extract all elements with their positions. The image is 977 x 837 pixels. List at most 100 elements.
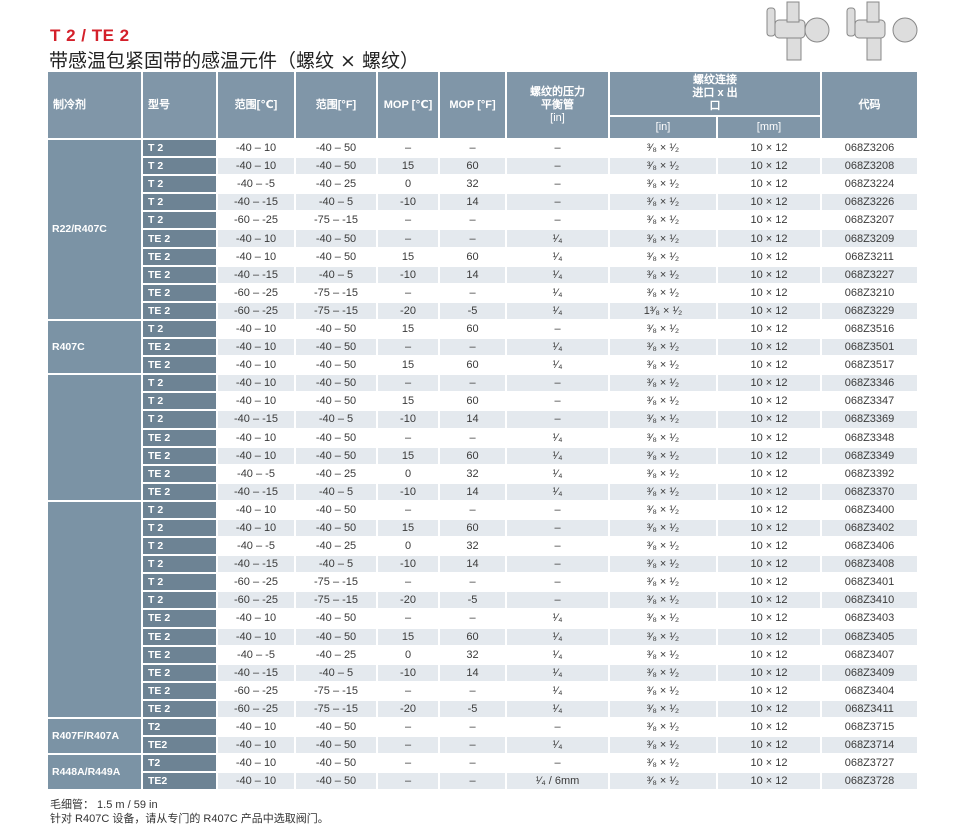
conn-mm-cell: 10 × 12	[718, 140, 823, 159]
conn-in-cell: ³⁄₈ × ¹⁄₂	[610, 429, 718, 448]
mop-c-cell: 0	[378, 176, 440, 195]
code-cell: 068Z3206	[822, 140, 920, 159]
code-cell: 068Z3229	[822, 302, 920, 321]
conn-in-cell: ³⁄₈ × ¹⁄₂	[610, 411, 718, 430]
col-balance: 螺纹的压力平衡管 [in]	[507, 72, 610, 140]
mop-c-cell: –	[378, 737, 440, 756]
balance-cell: ¹⁄₄	[507, 230, 610, 249]
conn-mm-cell: 10 × 12	[718, 610, 823, 629]
range-c-cell: -40 – -15	[218, 266, 296, 285]
balance-cell: ¹⁄₄	[507, 664, 610, 683]
code-cell: 068Z3411	[822, 700, 920, 719]
balance-cell: ¹⁄₄	[507, 737, 610, 756]
col-connection-label: 螺纹连接 进口 x 出口	[692, 74, 738, 112]
code-cell: 068Z3208	[822, 158, 920, 177]
range-f-cell: -40 – 50	[296, 755, 378, 774]
balance-cell: –	[507, 393, 610, 412]
model-cell: TE2	[143, 737, 218, 756]
mop-c-cell: 15	[378, 158, 440, 177]
conn-in-cell: ³⁄₈ × ¹⁄₂	[610, 447, 718, 466]
mop-c-cell: -10	[378, 411, 440, 430]
code-cell: 068Z3349	[822, 447, 920, 466]
mop-f-cell: –	[440, 284, 507, 303]
conn-mm-cell: 10 × 12	[718, 700, 823, 719]
range-c-cell: -40 – 10	[218, 719, 296, 738]
conn-in-cell: ³⁄₈ × ¹⁄₂	[610, 230, 718, 249]
model-cell: T 2	[143, 212, 218, 231]
mop-c-cell: –	[378, 339, 440, 358]
conn-mm-cell: 10 × 12	[718, 284, 823, 303]
conn-mm-cell: 10 × 12	[718, 519, 823, 539]
mop-c-cell: –	[378, 574, 440, 593]
range-f-cell: -40 – 50	[296, 158, 378, 177]
balance-cell: –	[507, 320, 610, 340]
col-conn-in: [in]	[610, 117, 718, 140]
range-c-cell: -40 – 10	[218, 610, 296, 629]
mop-f-cell: -5	[440, 700, 507, 719]
code-cell: 068Z3714	[822, 737, 920, 756]
range-f-cell: -75 – -15	[296, 284, 378, 303]
range-c-cell: -40 – 10	[218, 501, 296, 520]
code-cell: 068Z3501	[822, 339, 920, 358]
mop-c-cell: -10	[378, 194, 440, 213]
mop-f-cell: -5	[440, 302, 507, 321]
code-cell: 068Z3402	[822, 519, 920, 539]
mop-f-cell: 60	[440, 357, 507, 376]
conn-mm-cell: 10 × 12	[718, 664, 823, 683]
mop-c-cell: –	[378, 429, 440, 448]
mop-f-cell: 60	[440, 158, 507, 177]
footnotes: 毛细管： 1.5 m / 59 in 针对 R407C 设备，请从专门的 R40…	[50, 798, 329, 826]
col-mop-c: MOP [℃]	[378, 72, 440, 140]
balance-cell: –	[507, 194, 610, 213]
conn-in-cell: ³⁄₈ × ¹⁄₂	[610, 393, 718, 412]
table-row: R407C T 2 -40 – 10 -40 – 50 15 60– ³⁄₈ × ¹⁄₂ 10…	[48, 320, 920, 376]
table-row: TE 2 -60 – -25 -75 – -15– – ¹⁄₄ ³⁄₈ × ¹⁄₂ 10 ×…	[48, 284, 920, 303]
range-f-cell: -40 – 25	[296, 646, 378, 665]
conn-in-cell: ³⁄₈ × ¹⁄₂	[610, 357, 718, 376]
conn-in-cell: ³⁄₈ × ¹⁄₂	[610, 610, 718, 629]
code-cell: 068Z3346	[822, 375, 920, 394]
table-row: TE 2 -40 – 10 -40 – 50 15 60 ¹⁄₄ ³⁄₈ × ¹⁄₂ 10 ×…	[48, 357, 920, 376]
range-c-cell: -60 – -25	[218, 284, 296, 303]
table-row: TE2 -40 – 10 -40 – 50– – ¹⁄₄ / 6mm ³⁄₈ × ¹⁄₂ 1…	[48, 773, 920, 792]
product-table: 制冷剂 型号 范围[℃] 范围[°F] MOP [℃] MOP [°F] 螺纹的…	[48, 72, 920, 792]
balance-cell: –	[507, 212, 610, 231]
table-row: TE 2 -40 – 10 -40 – 50– – ¹⁄₄ ³⁄₈ × ¹⁄₂ 10 × 1…	[48, 429, 920, 448]
code-cell: 068Z3403	[822, 610, 920, 629]
mop-f-cell: 14	[440, 411, 507, 430]
model-cell: TE 2	[143, 230, 218, 249]
mop-c-cell: 15	[378, 357, 440, 376]
conn-mm-cell: 10 × 12	[718, 212, 823, 231]
valve-image-te2	[846, 1, 918, 61]
model-cell: TE 2	[143, 610, 218, 629]
conn-mm-cell: 10 × 12	[718, 339, 823, 358]
mop-f-cell: –	[440, 773, 507, 792]
model-cell: T 2	[143, 158, 218, 177]
table-row: T 2 -40 – 10 -40 – 50 15 60– ³⁄₈ × ¹⁄₂ 10 × 12…	[48, 158, 920, 177]
balance-cell: –	[507, 592, 610, 611]
range-c-cell: -40 – 10	[218, 339, 296, 358]
conn-in-cell: ³⁄₈ × ¹⁄₂	[610, 158, 718, 177]
mop-c-cell: 0	[378, 646, 440, 665]
mop-c-cell: -10	[378, 483, 440, 502]
range-c-cell: -40 – -15	[218, 556, 296, 575]
table-row: TE 2 -60 – -25 -75 – -15 -20 -5 ¹⁄₄ 1³⁄₈ × ¹⁄₂…	[48, 302, 920, 321]
table-row: TE 2 -40 – -15 -40 – 5 -10 14 ¹⁄₄ ³⁄₈ × ¹⁄₂ 10 …	[48, 664, 920, 683]
balance-cell: –	[507, 574, 610, 593]
range-c-cell: -40 – -5	[218, 176, 296, 195]
footnote-capillary: 毛细管： 1.5 m / 59 in	[50, 799, 158, 811]
valve-image-t2	[766, 1, 830, 61]
mop-f-cell: 60	[440, 393, 507, 412]
model-cell: TE 2	[143, 483, 218, 502]
code-cell: 068Z3224	[822, 176, 920, 195]
mop-f-cell: 14	[440, 483, 507, 502]
range-c-cell: -40 – -15	[218, 411, 296, 430]
balance-cell: ¹⁄₄	[507, 284, 610, 303]
range-c-cell: -40 – -15	[218, 194, 296, 213]
conn-in-cell: ³⁄₈ × ¹⁄₂	[610, 628, 718, 647]
model-cell: T 2	[143, 194, 218, 213]
conn-in-cell: ³⁄₈ × ¹⁄₂	[610, 700, 718, 719]
conn-mm-cell: 10 × 12	[718, 646, 823, 665]
conn-in-cell: ³⁄₈ × ¹⁄₂	[610, 592, 718, 611]
col-balance-label: 螺纹的压力平衡管	[530, 85, 585, 111]
